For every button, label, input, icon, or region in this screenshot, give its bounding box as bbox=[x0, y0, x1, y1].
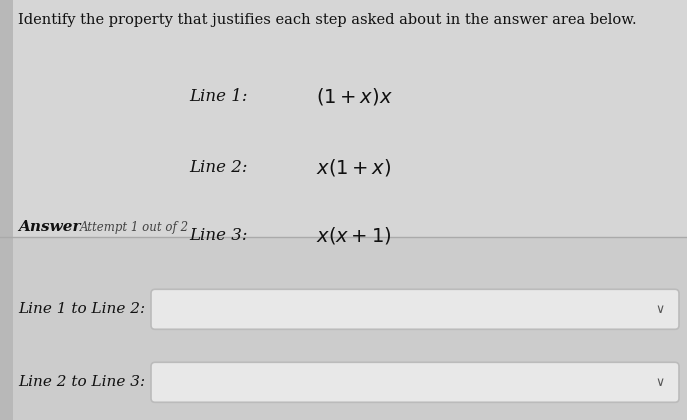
Text: Attempt 1 out of 2: Attempt 1 out of 2 bbox=[80, 221, 189, 234]
Text: Line 1 to Line 2:: Line 1 to Line 2: bbox=[18, 302, 145, 316]
Text: Line 3:: Line 3: bbox=[189, 227, 247, 244]
Text: $x(x+1)$: $x(x+1)$ bbox=[316, 225, 392, 246]
Text: Line 2:: Line 2: bbox=[189, 160, 247, 176]
Text: ∨: ∨ bbox=[655, 376, 664, 389]
Text: $x(1+x)$: $x(1+x)$ bbox=[316, 158, 392, 178]
Text: ∨: ∨ bbox=[655, 303, 664, 316]
Bar bbox=[0, 0, 13, 420]
Text: Answer: Answer bbox=[18, 220, 80, 234]
Text: Line 1:: Line 1: bbox=[189, 88, 247, 105]
FancyBboxPatch shape bbox=[151, 289, 679, 329]
FancyBboxPatch shape bbox=[151, 362, 679, 402]
Bar bbox=[0, 237, 687, 420]
Bar bbox=[0, 0, 687, 237]
Text: $(1+x)x$: $(1+x)x$ bbox=[316, 86, 393, 107]
Text: Identify the property that justifies each step asked about in the answer area be: Identify the property that justifies eac… bbox=[18, 13, 637, 27]
Text: Line 2 to Line 3:: Line 2 to Line 3: bbox=[18, 375, 145, 389]
